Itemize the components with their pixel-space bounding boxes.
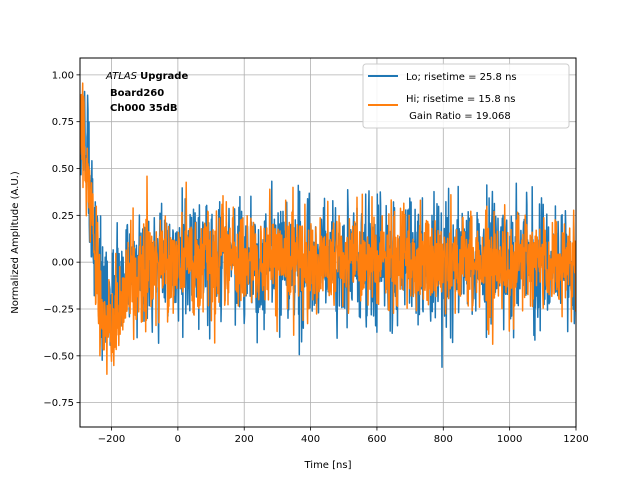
annotation-line-1: ATLAS Upgrade [105, 71, 188, 82]
annotation-upgrade: Upgrade [140, 71, 188, 82]
y-tick-label: −0.75 [43, 398, 74, 409]
y-tick-label: −0.50 [43, 351, 74, 362]
x-tick-label: 400 [301, 434, 320, 445]
y-tick-label: 0.25 [52, 211, 74, 222]
x-tick-label: 0 [175, 434, 181, 445]
x-tick-label: 600 [367, 434, 386, 445]
legend-entry-lo: Lo; risetime = 25.8 ns [406, 72, 517, 83]
y-tick-label: 0.00 [52, 258, 74, 269]
x-tick-label: 200 [235, 434, 254, 445]
series-layer [80, 82, 576, 376]
y-tick-label: 1.00 [52, 70, 74, 81]
axis-ticks: −200 0 200 400 600 800 1000 1200 −0.75 −0.50 −0.25… [43, 70, 588, 445]
series-line-hi [80, 82, 576, 376]
annotation-channel: Ch000 35dB [110, 103, 178, 114]
legend-entry-hi: Hi; risetime = 15.8 ns [406, 94, 515, 105]
x-axis-label: Time [ns] [303, 460, 351, 471]
y-tick-label: 0.75 [52, 117, 74, 128]
legend-entry-gain: Gain Ratio = 19.068 [406, 111, 511, 122]
y-tick-label: −0.25 [43, 304, 74, 315]
annotation-board: Board260 [110, 88, 164, 99]
legend: Lo; risetime = 25.8 ns Hi; risetime = 15… [362, 63, 570, 129]
y-axis-label: Normalized Amplitude (A.U.) [10, 171, 21, 314]
x-tick-label: −200 [98, 434, 125, 445]
atlas-annotation: ATLAS Upgrade Board260 Ch000 35dB [105, 71, 188, 114]
x-tick-label: 800 [434, 434, 453, 445]
x-tick-label: 1000 [497, 434, 522, 445]
y-tick-label: 0.50 [52, 164, 74, 175]
x-tick-label: 1200 [563, 434, 588, 445]
plot-frame [79, 57, 577, 428]
annotation-atlas: ATLAS [105, 71, 138, 82]
legend-box [362, 63, 570, 129]
